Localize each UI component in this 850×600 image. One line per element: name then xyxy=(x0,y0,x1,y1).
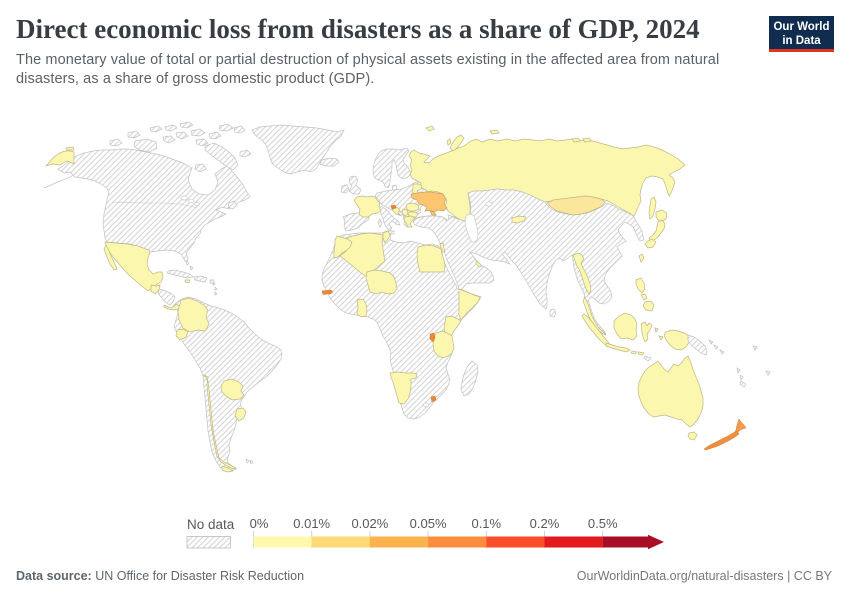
svg-text:0.01%: 0.01% xyxy=(293,516,330,531)
svg-text:0.5%: 0.5% xyxy=(588,516,618,531)
svg-text:0%: 0% xyxy=(250,516,269,531)
svg-text:0.2%: 0.2% xyxy=(530,516,560,531)
svg-text:0.05%: 0.05% xyxy=(410,516,447,531)
svg-text:0.1%: 0.1% xyxy=(471,516,501,531)
svg-text:0.02%: 0.02% xyxy=(351,516,388,531)
